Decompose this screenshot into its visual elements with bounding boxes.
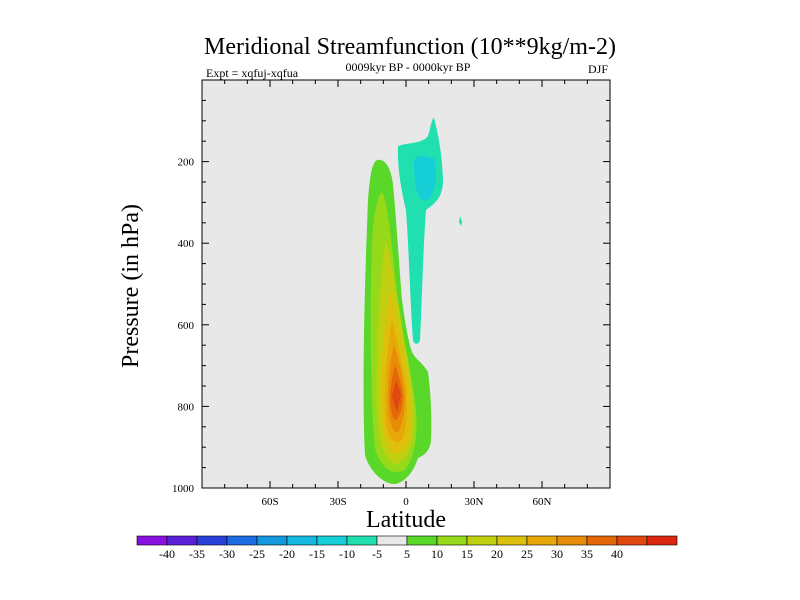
colorbar-label: 20 [491, 547, 503, 561]
contour-negative-10 [414, 155, 437, 201]
x-tick-label: 60N [533, 496, 552, 508]
y-axis-ticks: 200 400 600 800 1000 [172, 99, 610, 495]
colorbar-label: 15 [461, 547, 473, 561]
colorbar-label: -40 [159, 547, 175, 561]
colorbar-swatch [646, 535, 678, 546]
colorbar-swatch [196, 535, 228, 546]
colorbar-label: 25 [521, 547, 533, 561]
colorbar-swatch [316, 535, 348, 546]
colorbar-label: -25 [249, 547, 265, 561]
colorbar-label: -35 [189, 547, 205, 561]
colorbar-swatch [526, 535, 558, 546]
colorbar-label: 30 [551, 547, 563, 561]
colorbar-swatch [286, 535, 318, 546]
contour-positive-40 [392, 380, 401, 412]
x-axis-label: Latitude [366, 507, 446, 533]
x-tick-label: 60S [261, 496, 278, 508]
colorbar-swatch [256, 535, 288, 546]
x-tick-label: 30S [329, 496, 346, 508]
colorbar-swatch [376, 535, 408, 546]
contour-fill [363, 118, 462, 485]
colorbar: -40 -35 -30 -25 -20 -15 -10 -5 5 10 15 20 25 30 35 40 [136, 535, 678, 561]
colorbar-label: 35 [581, 547, 593, 561]
colorbar-label: -5 [372, 547, 382, 561]
contour-negative-5-speck [459, 216, 462, 226]
colorbar-swatch [496, 535, 528, 546]
y-tick-label: 1000 [172, 483, 195, 495]
x-tick-label: 0 [403, 496, 409, 508]
colorbar-label: 10 [431, 547, 443, 561]
x-tick-label: 30N [465, 496, 484, 508]
colorbar-label: -15 [309, 547, 325, 561]
y-tick-label: 600 [178, 320, 195, 332]
colorbar-swatch [466, 535, 498, 546]
colorbar-label: -30 [219, 547, 235, 561]
colorbar-swatch [586, 535, 618, 546]
colorbar-swatch [226, 535, 258, 546]
x-axis-ticks: 60S 30S 0 30N 60N [224, 80, 588, 508]
colorbar-swatch [346, 535, 378, 546]
colorbar-label: 40 [611, 547, 623, 561]
colorbar-swatch [556, 535, 588, 546]
chart-title: Meridional Streamfunction (10**9kg/m-2) [204, 34, 616, 60]
colorbar-swatch [406, 535, 438, 546]
y-tick-label: 200 [178, 157, 195, 169]
colorbar-swatch [616, 535, 648, 546]
y-axis-label: Pressure (in hPa) [118, 204, 144, 368]
colorbar-swatch [166, 535, 198, 546]
colorbar-swatch [436, 535, 468, 546]
period-label: 0009kyr BP - 0000kyr BP [346, 60, 471, 74]
y-tick-label: 400 [178, 238, 195, 250]
colorbar-label: -20 [279, 547, 295, 561]
season-label: DJF [588, 62, 608, 76]
colorbar-label: 5 [404, 547, 410, 561]
y-tick-label: 800 [178, 401, 195, 413]
colorbar-swatch [136, 535, 168, 546]
colorbar-label: -10 [339, 547, 355, 561]
experiment-label: Expt = xqfuj-xqfua [206, 66, 299, 80]
